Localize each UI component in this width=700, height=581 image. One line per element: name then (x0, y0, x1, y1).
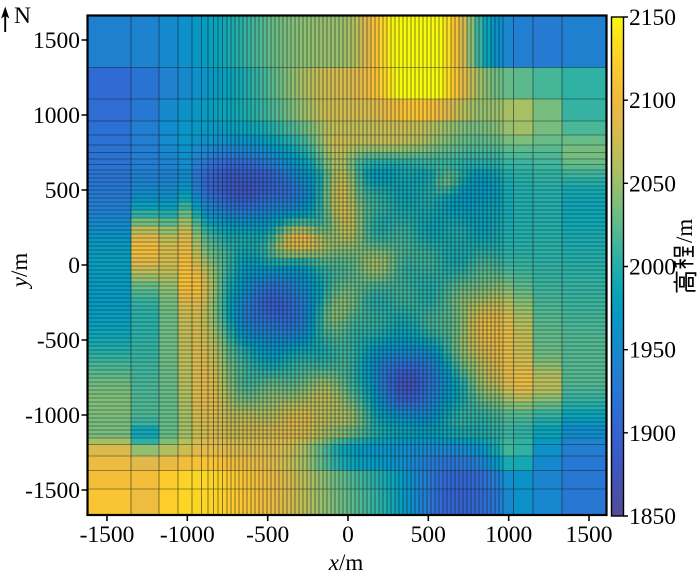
svg-text:-500: -500 (246, 522, 289, 548)
svg-text:N: N (14, 3, 31, 29)
svg-text:-1000: -1000 (160, 522, 215, 548)
svg-text:2150: 2150 (629, 5, 676, 31)
svg-text:500: 500 (411, 522, 446, 548)
svg-text:0: 0 (342, 522, 354, 548)
svg-text:/m: /m (672, 219, 697, 243)
svg-text:1000: 1000 (33, 103, 80, 129)
svg-text:1000: 1000 (485, 522, 532, 548)
svg-text:-500: -500 (37, 328, 80, 354)
svg-text:1500: 1500 (33, 28, 80, 54)
svg-text:1850: 1850 (629, 504, 676, 530)
svg-text:2050: 2050 (629, 171, 676, 197)
svg-text:1900: 1900 (629, 421, 676, 447)
svg-text:0: 0 (68, 253, 80, 279)
svg-text:y/m: y/m (7, 253, 32, 290)
svg-text:2100: 2100 (629, 88, 676, 114)
svg-text:x/m: x/m (328, 550, 364, 575)
svg-text:1950: 1950 (629, 338, 676, 364)
svg-text:-1500: -1500 (80, 522, 135, 548)
svg-text:-1000: -1000 (25, 403, 80, 429)
svg-text:500: 500 (45, 178, 80, 204)
svg-text:2000: 2000 (629, 255, 676, 281)
svg-text:-1500: -1500 (25, 478, 80, 504)
svg-text:1500: 1500 (566, 522, 613, 548)
